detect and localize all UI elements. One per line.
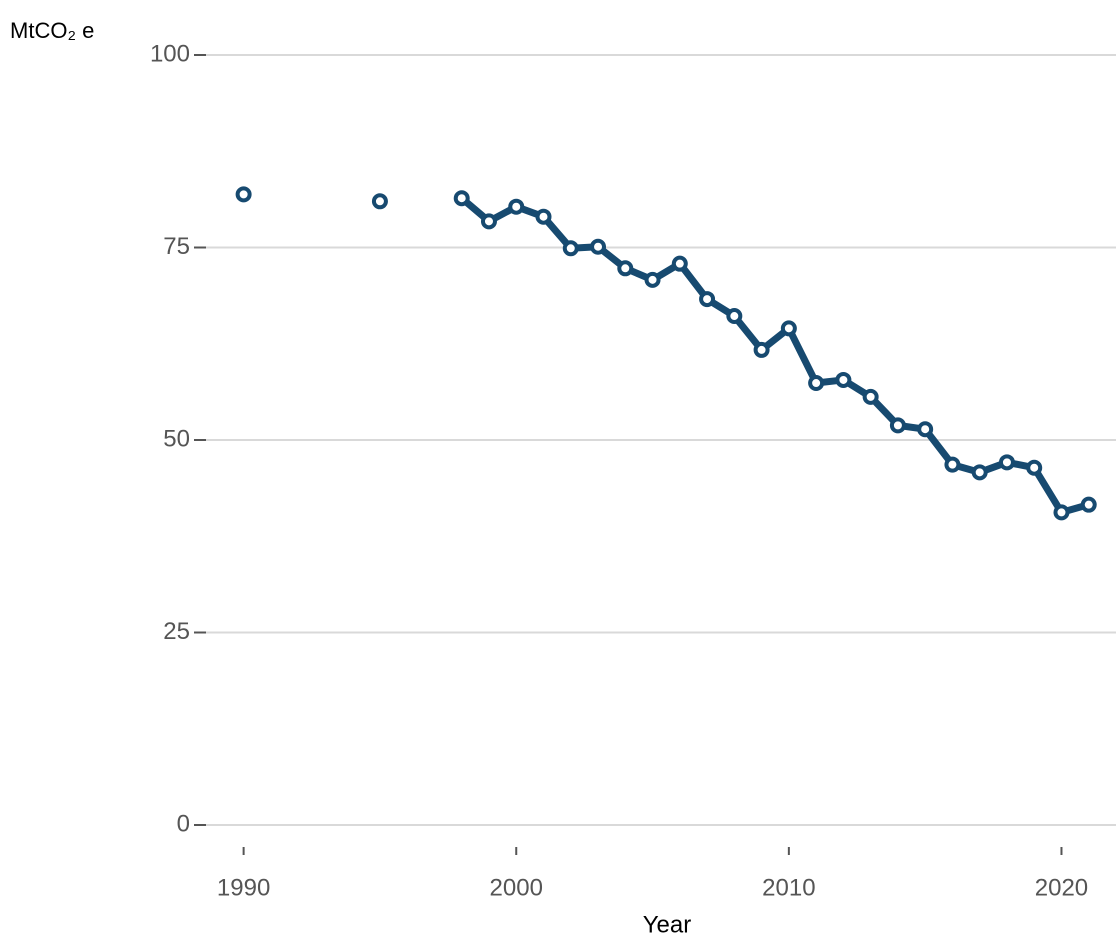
point [780,320,797,337]
point [862,388,879,405]
x-tick-label: 2000 [490,874,543,901]
line [459,195,1090,516]
y-tick-label: 100 [150,40,190,67]
y-tick-label: 25 [163,618,190,645]
x-tick-label: 2020 [1035,874,1088,901]
point [726,308,743,325]
point [971,464,988,481]
point [835,371,852,388]
point [671,255,688,272]
point [917,421,934,438]
x-axis-title: Year [643,911,692,937]
point [562,240,579,257]
point [998,454,1015,471]
y-tick-label: 75 [163,233,190,260]
y-tick-label: 0 [177,810,190,837]
point [1080,496,1097,513]
point [1026,459,1043,476]
point [808,375,825,392]
y-axis-title: MtCO₂ e [10,18,94,43]
point [371,193,388,210]
point [753,341,770,358]
point [1053,504,1070,521]
y-tick-label: 50 [163,425,190,452]
point [235,186,252,203]
point [699,291,716,308]
point [889,417,906,434]
point [535,208,552,225]
x-tick-label: 1990 [217,874,270,901]
point [508,198,525,215]
point [480,213,497,230]
x-tick-label: 2010 [762,874,815,901]
point [590,238,607,255]
point [644,271,661,288]
point [617,260,634,277]
point [944,456,961,473]
point [453,190,470,207]
